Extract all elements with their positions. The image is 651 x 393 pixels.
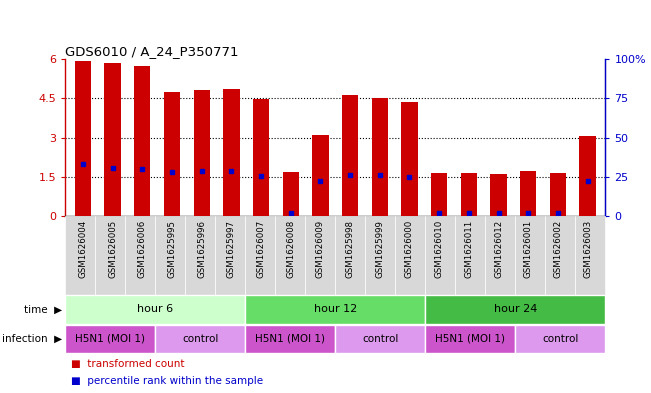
Bar: [335, 325, 425, 353]
Text: ■  transformed count: ■ transformed count: [70, 358, 184, 369]
Bar: [461, 173, 477, 216]
Bar: [283, 173, 299, 216]
Text: GSM1626010: GSM1626010: [435, 220, 444, 278]
Bar: [245, 296, 425, 324]
Bar: [549, 173, 566, 216]
Bar: [425, 296, 605, 324]
Text: GSM1626004: GSM1626004: [78, 220, 87, 278]
Bar: [342, 95, 358, 216]
Text: GSM1626012: GSM1626012: [494, 220, 503, 278]
Bar: [275, 216, 305, 295]
Bar: [185, 216, 215, 295]
Bar: [65, 325, 155, 353]
Text: GSM1626005: GSM1626005: [108, 220, 117, 278]
Text: GSM1626001: GSM1626001: [524, 220, 533, 278]
Text: ■  percentile rank within the sample: ■ percentile rank within the sample: [70, 376, 262, 386]
Bar: [431, 173, 447, 216]
Text: GSM1626000: GSM1626000: [405, 220, 414, 278]
Bar: [401, 102, 418, 216]
Text: hour 12: hour 12: [314, 305, 357, 314]
Bar: [215, 216, 245, 295]
Bar: [155, 216, 185, 295]
Text: GSM1625996: GSM1625996: [197, 220, 206, 278]
Text: GSM1625999: GSM1625999: [375, 220, 384, 278]
Bar: [125, 216, 155, 295]
Text: hour 6: hour 6: [137, 305, 173, 314]
Bar: [335, 216, 365, 295]
Bar: [223, 89, 240, 216]
Bar: [516, 325, 605, 353]
Text: H5N1 (MOI 1): H5N1 (MOI 1): [75, 334, 145, 344]
Bar: [104, 63, 121, 216]
Bar: [65, 216, 95, 295]
Bar: [312, 135, 329, 216]
Text: GSM1626007: GSM1626007: [256, 220, 266, 278]
Bar: [164, 92, 180, 216]
Bar: [245, 216, 275, 295]
Text: GSM1625997: GSM1625997: [227, 220, 236, 278]
Text: infection  ▶: infection ▶: [2, 334, 62, 344]
Text: H5N1 (MOI 1): H5N1 (MOI 1): [436, 334, 505, 344]
Bar: [365, 216, 395, 295]
Bar: [95, 216, 125, 295]
Bar: [486, 216, 516, 295]
Text: control: control: [542, 334, 579, 344]
Bar: [134, 66, 150, 216]
Bar: [516, 216, 546, 295]
Bar: [395, 216, 425, 295]
Bar: [155, 325, 245, 353]
Text: GSM1626008: GSM1626008: [286, 220, 296, 278]
Bar: [546, 216, 575, 295]
Bar: [425, 216, 455, 295]
Bar: [75, 61, 91, 216]
Text: time  ▶: time ▶: [23, 305, 62, 314]
Text: GDS6010 / A_24_P350771: GDS6010 / A_24_P350771: [65, 45, 239, 58]
Text: GSM1625998: GSM1625998: [346, 220, 355, 278]
Text: GSM1626003: GSM1626003: [583, 220, 592, 278]
Bar: [193, 90, 210, 216]
Bar: [253, 99, 270, 216]
Bar: [305, 216, 335, 295]
Bar: [425, 325, 516, 353]
Bar: [372, 98, 388, 216]
Bar: [245, 325, 335, 353]
Bar: [579, 136, 596, 216]
Text: hour 24: hour 24: [493, 305, 537, 314]
Bar: [490, 174, 506, 216]
Text: GSM1625995: GSM1625995: [167, 220, 176, 278]
Bar: [65, 296, 245, 324]
Text: control: control: [362, 334, 398, 344]
Text: GSM1626006: GSM1626006: [138, 220, 146, 278]
Text: control: control: [182, 334, 218, 344]
Bar: [575, 216, 605, 295]
Text: GSM1626011: GSM1626011: [464, 220, 473, 278]
Bar: [455, 216, 486, 295]
Text: H5N1 (MOI 1): H5N1 (MOI 1): [255, 334, 326, 344]
Bar: [520, 171, 536, 216]
Text: GSM1626002: GSM1626002: [553, 220, 562, 278]
Text: GSM1626009: GSM1626009: [316, 220, 325, 278]
